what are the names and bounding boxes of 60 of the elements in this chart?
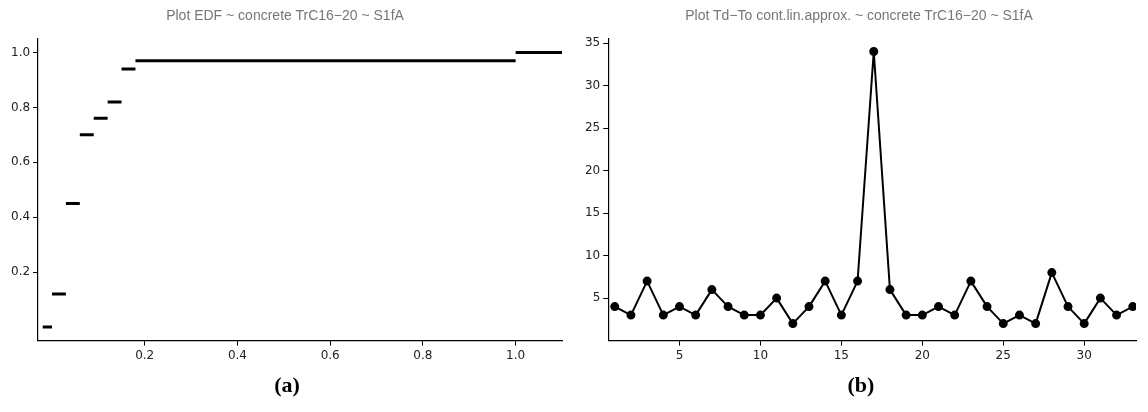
- point: [1014, 310, 1024, 320]
- y-tick-label: 35: [584, 35, 601, 50]
- x-tick-label: 5: [675, 347, 684, 362]
- x-tick-label: 10: [752, 347, 769, 362]
- point: [1128, 302, 1136, 312]
- point: [788, 319, 798, 329]
- y-tick-label: 30: [584, 77, 601, 92]
- point: [658, 310, 668, 320]
- point: [723, 302, 733, 312]
- point: [1063, 302, 1073, 312]
- point: [707, 285, 717, 295]
- y-tick-label: 10: [584, 247, 601, 262]
- y-tick-label: 20: [584, 162, 601, 177]
- point: [1031, 319, 1041, 329]
- point: [1095, 293, 1105, 303]
- y-tick-label: 15: [584, 205, 601, 220]
- point: [998, 319, 1008, 329]
- y-tick-label: 0.8: [10, 99, 31, 114]
- point: [804, 302, 814, 312]
- chart-title: Plot EDF ~ concrete TrC16−20 ~ S1fA: [166, 7, 405, 24]
- point: [610, 302, 620, 312]
- point: [917, 310, 927, 320]
- point: [820, 276, 830, 286]
- point: [853, 276, 863, 286]
- point: [869, 47, 879, 57]
- x-tick-label: 0.8: [413, 347, 433, 362]
- point: [755, 310, 765, 320]
- x-tick-label: 0.6: [320, 347, 340, 362]
- point: [950, 310, 960, 320]
- y-tick-label: 1.0: [10, 44, 31, 59]
- x-tick-label: 0.2: [135, 347, 155, 362]
- point: [691, 310, 701, 320]
- point: [1112, 310, 1122, 320]
- x-tick-label: 15: [833, 347, 850, 362]
- point: [675, 302, 684, 312]
- point: [885, 285, 895, 295]
- x-tick-label: 20: [914, 347, 930, 362]
- text: (a): [273, 372, 301, 398]
- x-tick-label: 25: [995, 347, 1011, 362]
- y-tick-label: 0.6: [10, 154, 31, 169]
- x-tick-label: 1.0: [506, 347, 526, 362]
- point: [836, 310, 846, 320]
- point: [966, 276, 976, 286]
- point: [1079, 319, 1089, 329]
- chart-title: Plot Td−To cont.lin.approx. ~ concrete TrC16−20 ~ S1fA: [685, 7, 1034, 24]
- point: [772, 293, 782, 303]
- y-tick-label: 5: [592, 290, 601, 305]
- point: [739, 310, 749, 320]
- y-tick-label: 25: [584, 120, 601, 135]
- point: [626, 310, 636, 320]
- y-tick-label: 0.4: [10, 209, 31, 224]
- point: [901, 310, 911, 320]
- point: [934, 302, 944, 312]
- point: [982, 302, 992, 312]
- x-tick-label: 0.4: [227, 347, 247, 362]
- point: [1047, 268, 1057, 278]
- x-tick-label: 30: [1076, 347, 1092, 362]
- text: (b): [846, 372, 876, 398]
- point: [642, 276, 652, 286]
- y-tick-label: 0.2: [10, 264, 31, 279]
